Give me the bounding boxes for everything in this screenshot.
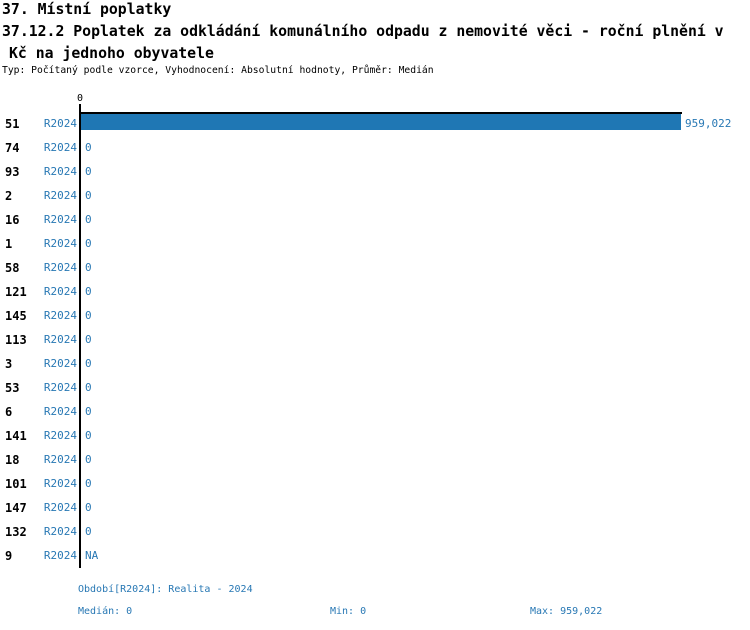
value-label: 0	[85, 501, 92, 514]
value-bar	[81, 114, 681, 130]
value-label: 0	[85, 357, 92, 370]
bar-row: 3 R2024 0	[0, 352, 750, 376]
series-label: R2024	[43, 165, 77, 178]
series-label: R2024	[43, 429, 77, 442]
value-label: 0	[85, 141, 92, 154]
bar-row: 74 R2024 0	[0, 136, 750, 160]
bar-row: 16 R2024 0	[0, 208, 750, 232]
series-label: R2024	[43, 261, 77, 274]
series-label: R2024	[43, 141, 77, 154]
value-label: NA	[85, 549, 99, 562]
series-label: R2024	[43, 117, 77, 130]
bar-row: 51 R2024 959,022	[0, 112, 750, 136]
category-label: 113	[5, 333, 27, 347]
series-label: R2024	[43, 501, 77, 514]
value-label: 0	[85, 261, 92, 274]
chart-meta-info: Typ: Počítaný podle vzorce, Vyhodnocení:…	[2, 65, 434, 76]
bar-row: 53 R2024 0	[0, 376, 750, 400]
series-label: R2024	[43, 333, 77, 346]
category-label: 58	[5, 261, 20, 275]
min-stat: Min: 0	[330, 606, 367, 617]
value-label: 0	[85, 333, 92, 346]
bar-row: 132 R2024 0	[0, 520, 750, 544]
value-label: 0	[85, 165, 92, 178]
category-label: 9	[5, 549, 13, 563]
value-label: 0	[85, 189, 92, 202]
series-label: R2024	[43, 309, 77, 322]
category-label: 93	[5, 165, 20, 179]
series-label: R2024	[43, 405, 77, 418]
category-label: 132	[5, 525, 27, 539]
bar-row: 145 R2024 0	[0, 304, 750, 328]
series-label: R2024	[43, 357, 77, 370]
value-label: 959,022	[685, 117, 732, 130]
value-label: 0	[85, 381, 92, 394]
category-label: 51	[5, 117, 20, 131]
category-label: 147	[5, 501, 27, 515]
x-axis-tick-mark	[79, 104, 81, 114]
chart-title-line2: Kč na jednoho obyvatele	[9, 45, 214, 62]
value-label: 0	[85, 213, 92, 226]
x-axis-line	[80, 112, 682, 114]
bar-row: 93 R2024 0	[0, 160, 750, 184]
category-label: 121	[5, 285, 27, 299]
category-label: 18	[5, 453, 20, 467]
category-label: 141	[5, 429, 27, 443]
category-label: 1	[5, 237, 13, 251]
series-label: R2024	[43, 213, 77, 226]
category-label: 74	[5, 141, 20, 155]
value-label: 0	[85, 309, 92, 322]
bar-row: 121 R2024 0	[0, 280, 750, 304]
bar-row: 2 R2024 0	[0, 184, 750, 208]
value-label: 0	[85, 453, 92, 466]
series-label: R2024	[43, 381, 77, 394]
y-axis-line	[79, 112, 81, 568]
value-label: 0	[85, 477, 92, 490]
value-label: 0	[85, 525, 92, 538]
category-label: 6	[5, 405, 13, 419]
max-stat: Max: 959,022	[530, 606, 603, 617]
bar-row: 101 R2024 0	[0, 472, 750, 496]
series-label: R2024	[43, 285, 77, 298]
series-label: R2024	[43, 453, 77, 466]
bar-row: 141 R2024 0	[0, 424, 750, 448]
series-label: R2024	[43, 525, 77, 538]
median-stat: Medián: 0	[78, 606, 133, 617]
chart-title-line1: 37.12.2 Poplatek za odkládání komunálníh…	[2, 23, 724, 40]
series-label: R2024	[43, 189, 77, 202]
category-label: 2	[5, 189, 13, 203]
category-label: 16	[5, 213, 20, 227]
bar-row: 9 R2024 NA	[0, 544, 750, 568]
series-label: R2024	[43, 237, 77, 250]
bar-row: 18 R2024 0	[0, 448, 750, 472]
value-label: 0	[85, 405, 92, 418]
category-label: 101	[5, 477, 27, 491]
value-label: 0	[85, 285, 92, 298]
series-label: R2024	[43, 477, 77, 490]
value-label: 0	[85, 429, 92, 442]
series-label: R2024	[43, 549, 77, 562]
bar-row: 6 R2024 0	[0, 400, 750, 424]
category-label: 145	[5, 309, 27, 323]
x-axis-tick-label-zero: 0	[76, 93, 84, 104]
category-label: 3	[5, 357, 13, 371]
bar-row: 113 R2024 0	[0, 328, 750, 352]
bar-row: 1 R2024 0	[0, 232, 750, 256]
bar-row: 147 R2024 0	[0, 496, 750, 520]
value-label: 0	[85, 237, 92, 250]
period-label: Období[R2024]: Realita - 2024	[78, 584, 253, 595]
category-label: 53	[5, 381, 20, 395]
report-section-title: 37. Místní poplatky	[2, 1, 172, 18]
bar-row: 58 R2024 0	[0, 256, 750, 280]
